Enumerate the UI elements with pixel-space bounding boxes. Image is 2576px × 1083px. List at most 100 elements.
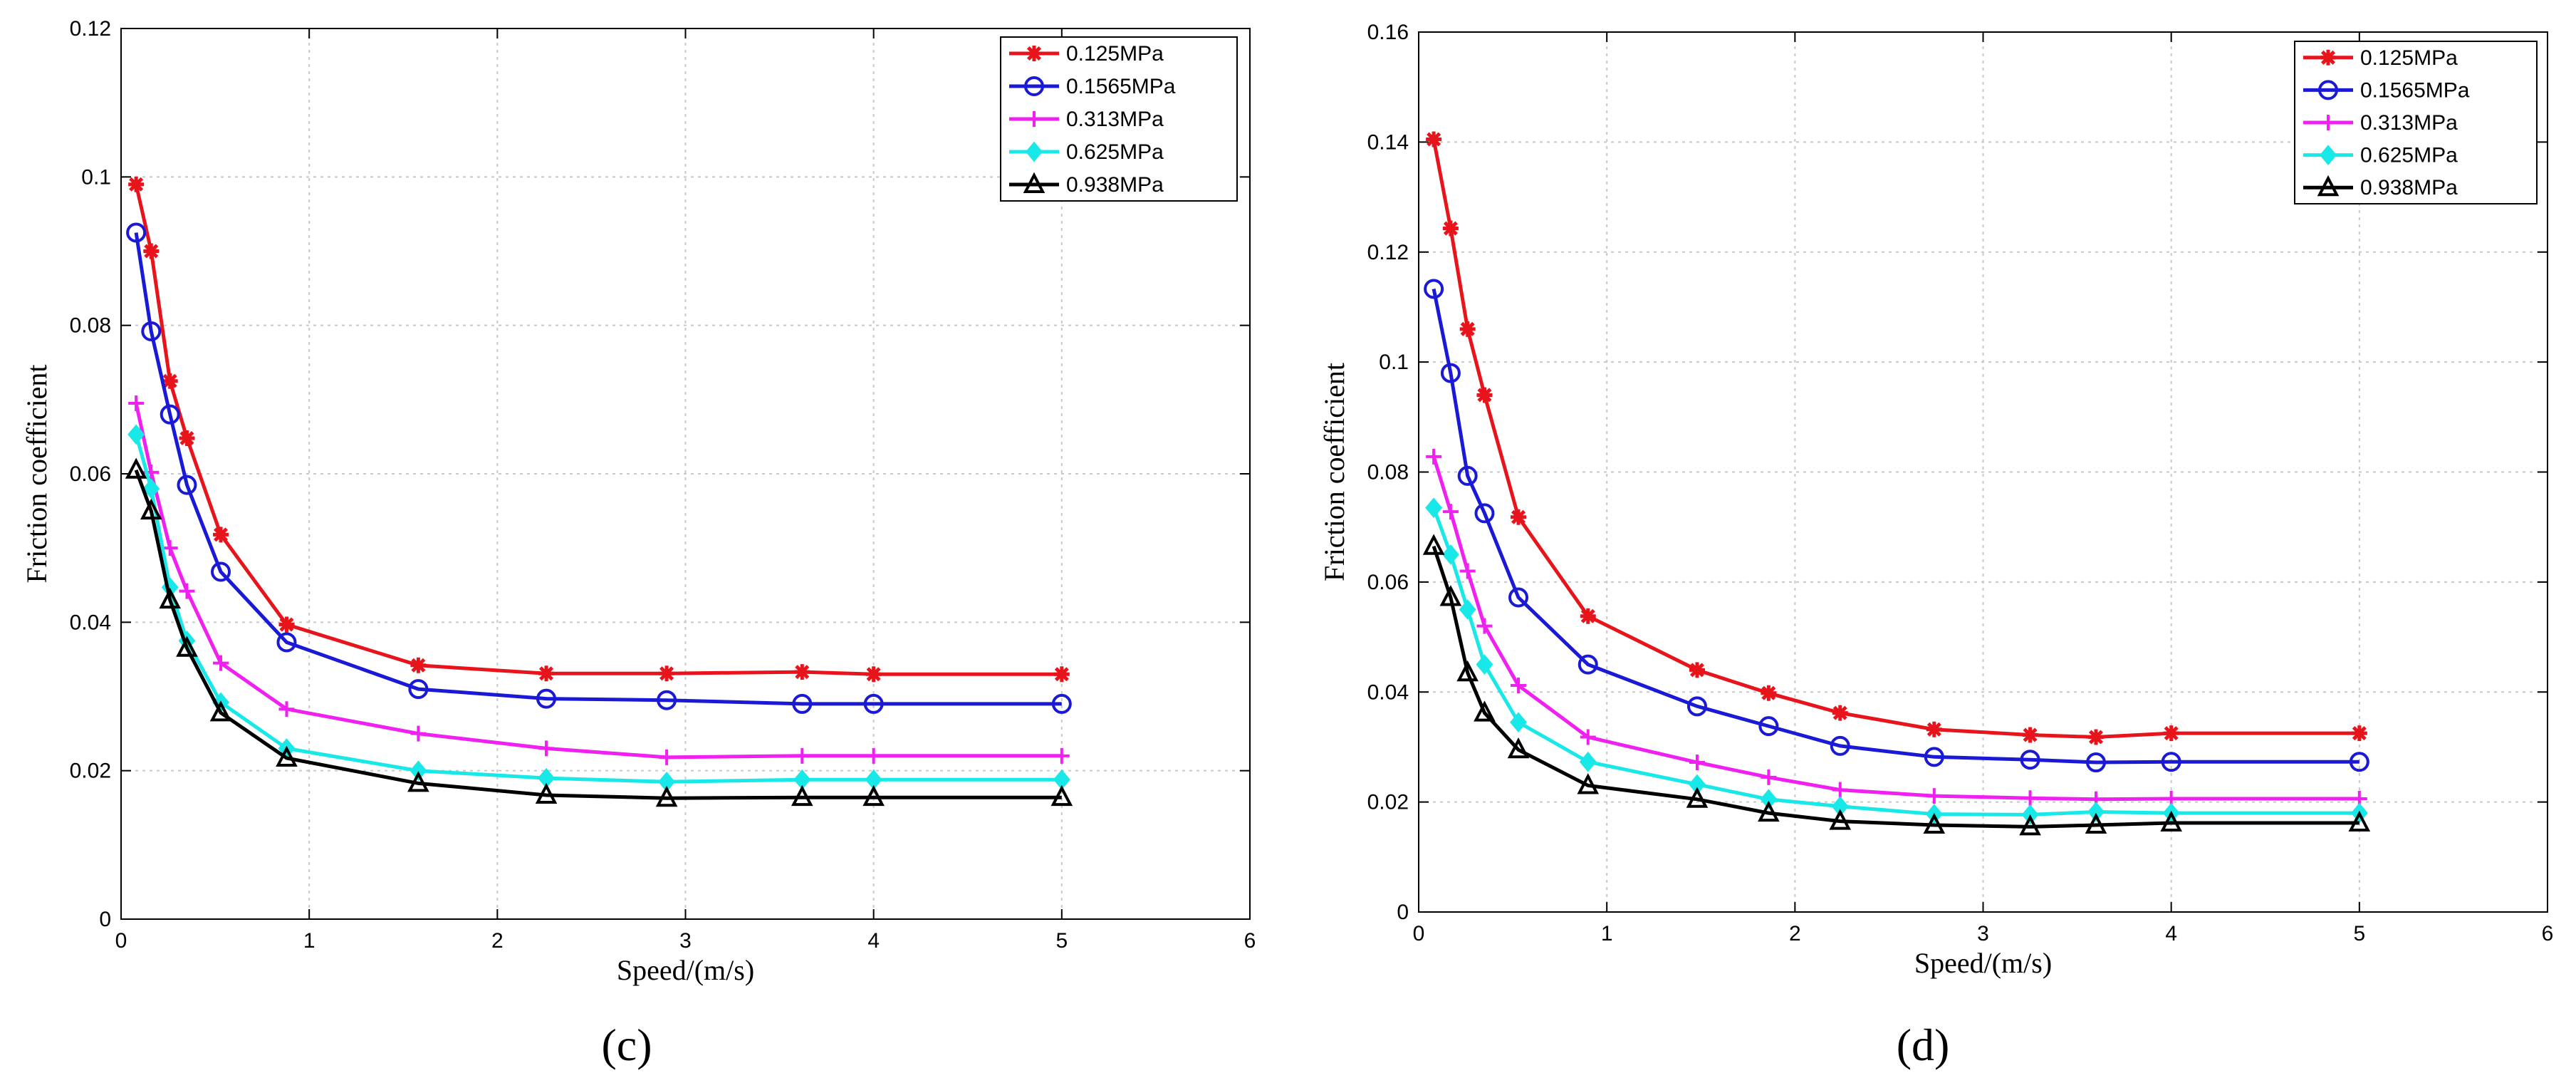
data-point	[1476, 387, 1493, 403]
legend-item: 0.625MPa	[1009, 140, 1164, 164]
data-point	[1832, 782, 1848, 798]
y-axis-label: Friction coefficient	[21, 365, 53, 584]
y-tick-label: 0.08	[1367, 461, 1409, 484]
data-point	[2019, 814, 2041, 836]
data-point	[1923, 812, 1946, 834]
data-point	[538, 740, 555, 757]
data-point	[535, 782, 558, 804]
data-point	[1476, 654, 1493, 675]
x-tick-label: 1	[303, 929, 316, 953]
y-tick-label: 0	[1397, 901, 1409, 924]
data-point	[209, 700, 232, 722]
data-point	[1440, 363, 1461, 383]
data-point	[1442, 220, 1459, 237]
data-point	[407, 771, 429, 792]
x-tick-label: 6	[2542, 922, 2554, 945]
data-point	[1053, 747, 1070, 764]
series-0.938MPa	[1422, 534, 2371, 836]
series-0.625MPa	[1425, 497, 2368, 825]
legend-label: 0.625MPa	[1066, 140, 1164, 164]
legend-marker	[2320, 145, 2337, 165]
data-point	[794, 747, 810, 764]
y-tick-label: 0.1	[81, 165, 111, 189]
series-0.125MPa	[1426, 131, 2367, 745]
x-tick-label: 4	[867, 929, 880, 953]
data-point	[1425, 497, 1443, 519]
panel-label: (d)	[1897, 1020, 1950, 1070]
series-line	[1432, 507, 2359, 817]
data-point	[1459, 321, 1476, 337]
data-point	[1051, 693, 1072, 714]
legend-marker	[1026, 111, 1042, 127]
x-tick-label: 5	[2353, 922, 2365, 945]
legend-item: 0.313MPa	[2303, 111, 2458, 135]
legend-item: 0.1565MPa	[2303, 78, 2470, 102]
data-point	[1510, 712, 1527, 733]
data-point	[1474, 503, 1495, 524]
data-point	[1476, 618, 1493, 634]
data-point	[128, 395, 145, 412]
legend-marker	[2320, 115, 2336, 130]
data-point	[140, 498, 162, 520]
data-point	[2020, 750, 2040, 770]
x-tick-label: 2	[1789, 922, 1801, 945]
legend-item: 0.1565MPa	[1009, 75, 1176, 98]
data-point	[213, 655, 229, 671]
data-point	[276, 632, 297, 653]
data-point	[176, 636, 198, 657]
data-point	[538, 665, 555, 682]
data-point	[1426, 131, 1442, 147]
series-line	[134, 434, 1062, 784]
data-point	[159, 587, 181, 609]
data-point	[2163, 725, 2179, 742]
data-point	[1926, 788, 1942, 804]
data-point	[2086, 752, 2106, 773]
y-tick-label: 0.02	[70, 760, 111, 783]
data-point	[1422, 534, 1445, 555]
x-tick-label: 3	[679, 929, 692, 953]
data-point	[1689, 662, 1705, 678]
data-point	[659, 749, 675, 765]
x-tick-label: 6	[1244, 929, 1256, 953]
data-point	[655, 785, 678, 807]
legend-label: 0.938MPa	[1066, 173, 1164, 197]
y-tick-label: 0.12	[70, 17, 111, 41]
series-line	[134, 469, 1062, 800]
data-point	[1760, 789, 1778, 810]
data-point	[1579, 751, 1597, 772]
legend-marker	[1023, 172, 1045, 193]
data-point	[1053, 666, 1070, 683]
y-tick-label: 0.12	[1367, 241, 1409, 264]
data-point	[1758, 716, 1779, 737]
x-axis-label: Speed/(m/s)	[1914, 947, 2052, 979]
x-axis-label: Speed/(m/s)	[617, 954, 754, 986]
legend-marker	[2320, 49, 2336, 66]
data-point	[128, 176, 145, 192]
data-point	[1511, 509, 1527, 525]
series-0.1565MPa	[126, 222, 1072, 714]
legend-label: 0.313MPa	[2360, 111, 2458, 135]
data-point	[278, 701, 295, 717]
series-line	[1432, 139, 2359, 740]
data-point	[410, 725, 427, 742]
legend: 0.125MPa 0.1565MPa 0.313MPa 0.625MPa 0.938MP…	[2294, 41, 2538, 204]
data-point	[1832, 705, 1848, 721]
data-point	[792, 693, 813, 714]
data-point	[162, 540, 178, 556]
data-point	[143, 243, 160, 259]
data-point	[1050, 784, 1073, 807]
data-point	[1441, 544, 1459, 565]
data-point	[2160, 810, 2182, 831]
data-point	[1926, 721, 1942, 737]
legend-marker	[2318, 80, 2338, 100]
data-point	[408, 679, 429, 700]
data-point	[179, 430, 195, 446]
series-0.938MPa	[125, 457, 1073, 807]
data-point	[862, 784, 885, 807]
data-point	[1686, 696, 1707, 717]
data-point	[127, 424, 145, 445]
data-point	[863, 693, 884, 714]
data-point	[1511, 677, 1527, 693]
series-0.313MPa	[1426, 448, 2367, 807]
